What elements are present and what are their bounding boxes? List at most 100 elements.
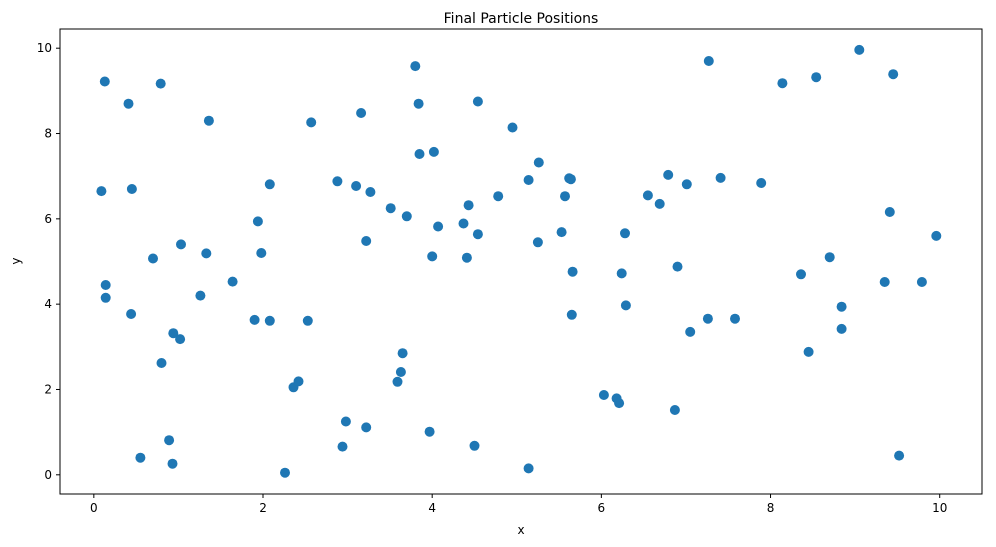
scatter-point — [702, 313, 713, 324]
scatter-point — [616, 268, 627, 279]
scatter-point — [433, 221, 444, 232]
scatter-point — [565, 174, 576, 185]
scatter-point — [227, 276, 238, 287]
scatter-point — [777, 78, 788, 89]
scatter-point — [888, 69, 899, 80]
scatter-point — [836, 301, 847, 312]
scatter-point — [413, 98, 424, 109]
scatter-point — [507, 122, 518, 133]
scatter-point — [397, 348, 408, 359]
scatter-point — [414, 149, 425, 159]
scatter-point — [642, 190, 653, 201]
scatter-point — [249, 314, 260, 325]
scatter-point — [340, 416, 351, 427]
scatter-point — [669, 405, 680, 415]
scatter-point — [756, 178, 767, 188]
scatter-point — [351, 181, 362, 191]
scatter-point — [201, 248, 212, 259]
x-axis-ticks: 0 2 4 6 8 10 — [90, 494, 947, 515]
scatter-point — [620, 228, 630, 239]
scatter-point — [472, 229, 483, 240]
scatter-point — [532, 237, 543, 248]
x-tick-label: 8 — [767, 501, 775, 515]
scatter-point — [523, 175, 534, 185]
scatter-point — [167, 458, 178, 469]
scatter-point — [567, 266, 578, 277]
scatter-point — [302, 315, 313, 326]
scatter-point — [854, 44, 865, 55]
scatter-point — [252, 216, 263, 227]
scatter-point — [879, 277, 890, 287]
scatter-point — [884, 207, 895, 217]
scatter-point — [556, 227, 567, 238]
scatter-point — [332, 176, 343, 187]
scatter-point — [401, 211, 412, 222]
scatter-point — [730, 313, 740, 324]
scatter-point — [361, 236, 372, 246]
scatter-point — [361, 422, 372, 433]
scatter-point — [715, 172, 726, 183]
scatter-point — [469, 440, 480, 451]
scatter-point — [123, 98, 134, 109]
y-tick-label: 6 — [44, 212, 52, 226]
scatter-point — [195, 290, 206, 301]
scatter-point — [461, 252, 472, 263]
scatter-point — [135, 452, 146, 463]
scatter-point — [598, 390, 609, 400]
scatter-point — [681, 179, 692, 190]
scatter-point — [356, 108, 367, 118]
scatter-point — [100, 280, 111, 290]
x-tick-label: 0 — [90, 501, 98, 515]
x-tick-label: 2 — [259, 501, 267, 515]
scatter-point — [96, 186, 107, 197]
scatter-point — [156, 358, 167, 368]
scatter-point — [672, 261, 683, 272]
scatter-point — [337, 441, 348, 452]
scatter-point — [175, 334, 186, 345]
scatter-point — [803, 346, 814, 357]
scatter-point — [280, 467, 290, 478]
scatter-point — [458, 218, 469, 229]
x-axis-label: x — [517, 523, 524, 537]
scatter-point — [703, 56, 714, 66]
y-axis-label: y — [9, 257, 23, 264]
scatter-point — [395, 367, 406, 377]
scatter-point — [931, 230, 942, 241]
plot-frame — [59, 28, 983, 495]
scatter-point — [410, 61, 421, 72]
y-tick-label: 10 — [37, 41, 52, 55]
y-tick-label: 4 — [44, 297, 52, 311]
scatter-point — [566, 309, 577, 320]
scatter-point — [836, 323, 847, 334]
chart-title: Final Particle Positions — [444, 11, 599, 27]
scatter-point — [100, 292, 111, 303]
scatter-point — [256, 248, 267, 258]
scatter-point — [614, 398, 625, 409]
x-tick-label: 4 — [428, 501, 436, 515]
scatter-point — [126, 309, 137, 319]
scatter-point — [428, 146, 439, 157]
scatter-point — [796, 269, 806, 280]
scatter-point — [176, 239, 186, 250]
scatter-point — [424, 426, 435, 437]
y-tick-label: 8 — [44, 127, 52, 141]
scatter-point — [427, 251, 438, 262]
scatter-point — [264, 179, 275, 190]
x-tick-label: 6 — [598, 501, 606, 515]
scatter-point — [824, 252, 835, 263]
scatter-point — [99, 76, 110, 87]
scatter-point — [685, 326, 696, 337]
scatter-point — [155, 78, 166, 89]
scatter-point — [164, 435, 175, 446]
scatter-point — [293, 376, 304, 387]
scatter-point — [168, 328, 179, 339]
scatter-point — [392, 376, 403, 387]
scatter-point — [894, 450, 905, 461]
y-axis-ticks: 0 2 4 6 8 10 — [37, 41, 60, 482]
scatter-point — [306, 117, 317, 128]
x-tick-label: 10 — [932, 501, 947, 515]
scatter-point — [560, 191, 570, 202]
scatter-point — [654, 198, 665, 209]
scatter-point — [472, 96, 483, 107]
scatter-point — [493, 191, 504, 202]
